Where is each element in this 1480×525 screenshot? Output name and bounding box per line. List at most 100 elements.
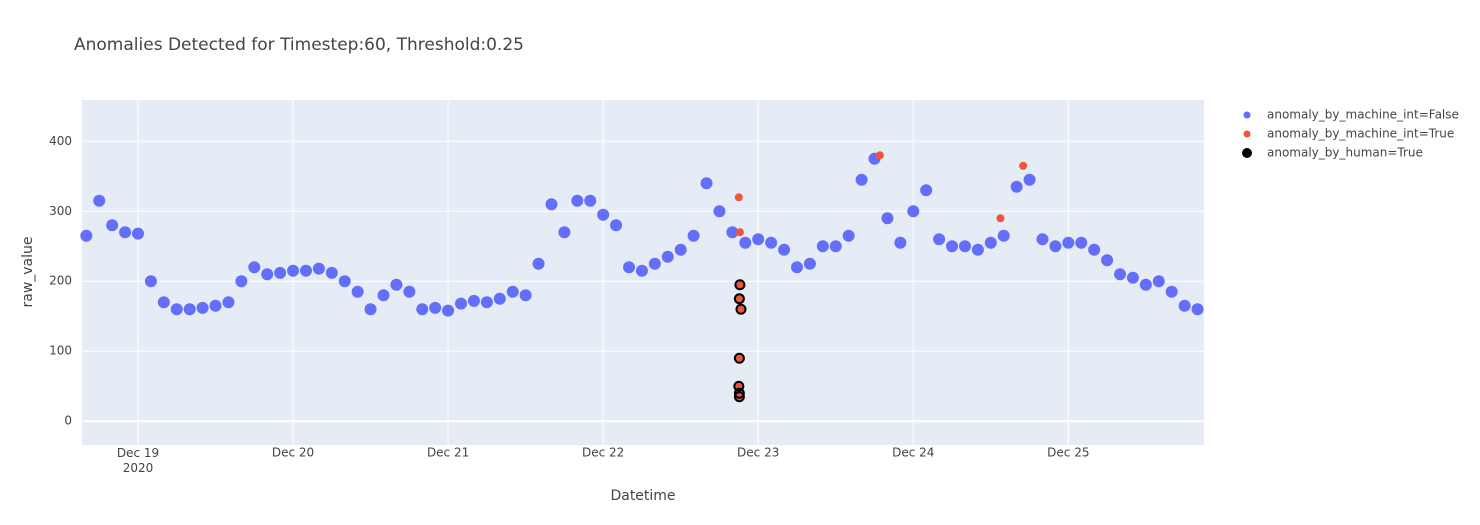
point: [875, 151, 884, 160]
y-tick-label: 400: [49, 134, 72, 148]
point: [700, 177, 713, 190]
point: [545, 198, 558, 211]
point: [106, 219, 119, 232]
point: [1019, 161, 1028, 170]
point: [235, 275, 248, 288]
point: [299, 264, 312, 277]
point: [312, 262, 325, 275]
point: [248, 261, 261, 274]
point: [1023, 173, 1036, 186]
point: [1075, 236, 1088, 249]
point: [735, 228, 744, 237]
y-tick-label: 0: [64, 414, 72, 428]
point: [997, 229, 1010, 242]
point: [1178, 299, 1191, 312]
point: [739, 236, 752, 249]
point: [1010, 180, 1023, 193]
x-tick-label: Dec 19 2020: [117, 446, 159, 475]
point: [429, 301, 442, 314]
point: [506, 285, 519, 298]
point: [131, 227, 144, 240]
point: [209, 299, 222, 312]
point: [996, 214, 1005, 223]
point: [325, 266, 338, 279]
legend-label: anomaly_by_machine_int=True: [1267, 127, 1454, 141]
point: [855, 173, 868, 186]
point: [377, 289, 390, 302]
point: [713, 205, 726, 218]
point: [1126, 271, 1139, 284]
point: [442, 304, 455, 317]
y-axis-label: raw_value: [20, 236, 36, 307]
point: [726, 226, 739, 239]
point: [119, 226, 132, 239]
point: [733, 293, 745, 305]
point: [881, 212, 894, 225]
point: [920, 184, 933, 197]
point: [416, 303, 429, 316]
point: [933, 233, 946, 246]
point: [610, 219, 623, 232]
point: [803, 257, 816, 270]
point: [623, 261, 636, 274]
x-tick-label: Dec 24: [892, 446, 934, 460]
point: [735, 303, 747, 315]
point: [971, 243, 984, 256]
point: [558, 226, 571, 239]
point: [674, 243, 687, 256]
point: [1036, 233, 1049, 246]
point: [144, 275, 157, 288]
point: [287, 264, 300, 277]
point: [338, 275, 351, 288]
point: [532, 257, 545, 270]
point: [946, 240, 959, 253]
point: [261, 268, 274, 281]
point: [733, 352, 745, 364]
point: [1114, 268, 1127, 281]
point: [455, 297, 468, 310]
point: [842, 229, 855, 242]
point: [1139, 278, 1152, 291]
point: [648, 257, 661, 270]
point: [519, 289, 532, 302]
point: [733, 380, 745, 392]
y-tick-label: 100: [49, 344, 72, 358]
point: [1191, 303, 1204, 316]
point: [1152, 275, 1165, 288]
point: [790, 261, 803, 274]
point: [157, 296, 170, 309]
point: [571, 194, 584, 207]
point: [778, 243, 791, 256]
point: [1062, 236, 1075, 249]
y-tick-label: 200: [49, 274, 72, 288]
point: [467, 294, 480, 307]
point: [734, 279, 746, 291]
x-tick-label: Dec 25: [1047, 446, 1089, 460]
point: [480, 296, 493, 309]
point: [274, 266, 287, 279]
point: [584, 194, 597, 207]
point: [635, 264, 648, 277]
point: [733, 387, 745, 399]
point: [183, 303, 196, 316]
legend-marker: [1243, 111, 1251, 119]
point: [907, 205, 920, 218]
legend-marker: [1242, 148, 1252, 158]
point: [493, 292, 506, 305]
point: [403, 285, 416, 298]
x-tick-label: Dec 21: [427, 446, 469, 460]
point: [894, 236, 907, 249]
point: [80, 229, 93, 242]
point: [661, 250, 674, 263]
chart-title: Anomalies Detected for Timestep:60, Thre…: [74, 35, 524, 55]
point: [984, 236, 997, 249]
point: [1049, 240, 1062, 253]
x-axis-label: Datetime: [610, 488, 675, 504]
point: [196, 301, 209, 314]
point: [829, 240, 842, 253]
point: [93, 194, 106, 207]
x-tick-label: Dec 20: [272, 446, 314, 460]
point: [687, 229, 700, 242]
point: [390, 278, 403, 291]
